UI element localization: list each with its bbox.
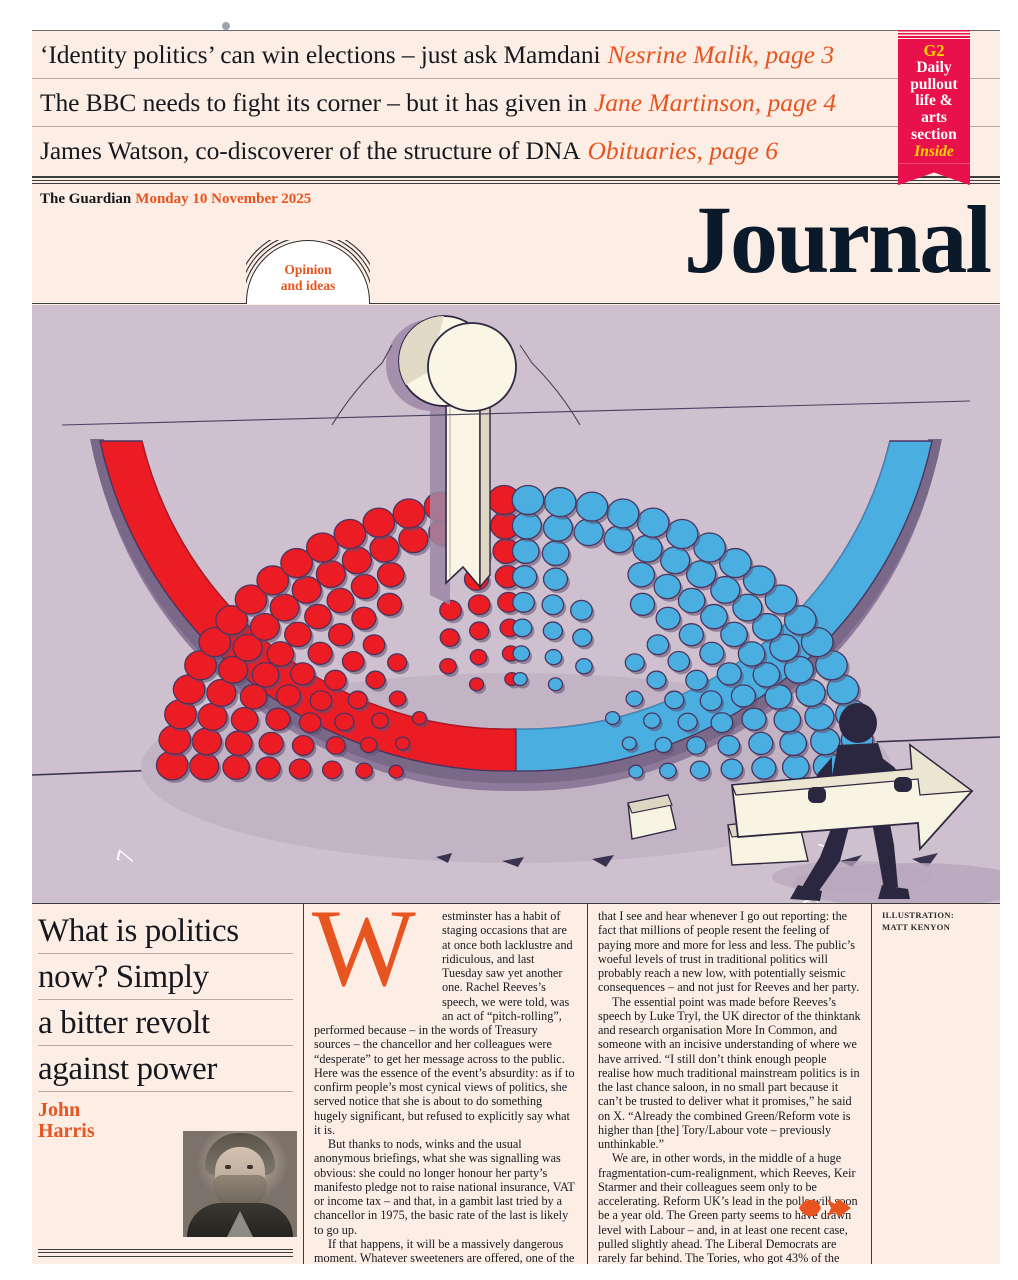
- paragraph-5: The essential point was made before Reev…: [598, 994, 861, 1152]
- promo-strip: ‘Identity politics’ can win elections – …: [32, 30, 1000, 176]
- g2-line-1: Daily: [916, 58, 952, 76]
- drop-cap: W: [312, 887, 416, 1009]
- g2-line-3: life &: [915, 92, 953, 110]
- body-text-1: W estminster has a habit of staging occa…: [312, 893, 577, 1280]
- photo-eye-right: [247, 1165, 253, 1169]
- figure-leg-front: [870, 811, 898, 889]
- opinion-badge-text: Opinion and ideas: [246, 262, 370, 293]
- g2-line-4: arts: [921, 109, 947, 127]
- opinion-badge-line1: Opinion: [284, 262, 332, 277]
- right-seats: [511, 484, 879, 783]
- illustration-credit: ILLUSTRATION: MATT KENYON: [882, 909, 990, 934]
- g2-title: G2: [923, 41, 945, 60]
- promo-row[interactable]: The BBC needs to fight its corner – but …: [32, 79, 1000, 127]
- g2-line-2: pullout: [910, 75, 958, 93]
- paragraph-6: We are, in other words, in the middle of…: [598, 1151, 858, 1279]
- continued-arrow-icon: [799, 1199, 851, 1217]
- lead-paragraph-indented: estminster has a habit of staging occasi…: [442, 909, 573, 1023]
- figure-shoe-back: [790, 885, 822, 901]
- illustration-svg: 7 6 5 4 3 2 1 0 1 2 3 4 5 6 7 0: [32, 305, 1000, 903]
- promo-row[interactable]: James Watson, co-discoverer of the struc…: [32, 127, 1000, 175]
- paragraph-4: that I see and hear whenever I go out re…: [598, 909, 860, 995]
- illustration: 7 6 5 4 3 2 1 0 1 2 3 4 5 6 7 0: [32, 305, 1000, 903]
- headline-line-1: What is politics: [38, 908, 293, 954]
- photo-eye-left: [225, 1165, 231, 1169]
- rosette: [386, 315, 517, 605]
- figure-head: [839, 703, 877, 743]
- body-column-1: W estminster has a habit of staging occa…: [304, 893, 588, 1280]
- headline-line-4: against power: [38, 1046, 293, 1092]
- byline-last-name: Harris: [38, 1120, 95, 1143]
- promo-credit: Jane Martinson, page 4: [593, 87, 837, 117]
- g2-flag-body: G2 Daily pullout life & arts section Ins…: [898, 39, 970, 164]
- masthead-dateline: The Guardian Monday 10 November 2025: [40, 191, 311, 208]
- right-margin: [1000, 0, 1018, 1280]
- body-column-2: that I see and hear whenever I go out re…: [588, 904, 872, 1279]
- publication-date: Monday 10 November 2025: [135, 191, 312, 207]
- opinion-badge: Opinion and ideas: [246, 240, 370, 304]
- left-margin: [0, 0, 32, 1280]
- masthead: The Guardian Monday 10 November 2025 Jour…: [32, 186, 1000, 304]
- walking-figure-with-arrow: [731, 703, 1000, 903]
- registration-dot: [222, 22, 230, 30]
- bottom-margin: [0, 1264, 1018, 1280]
- masthead-rules: [32, 176, 1000, 186]
- publication-name: The Guardian: [40, 191, 132, 207]
- promo-headline: The BBC needs to fight its corner – but …: [40, 87, 587, 117]
- figure-shoe-front: [878, 885, 910, 899]
- byline-first-name: John: [38, 1098, 81, 1121]
- headline-column: What is politics now? Simply a bitter re…: [32, 904, 304, 1265]
- illustration-credit-label: ILLUSTRATION:: [882, 910, 955, 920]
- byline[interactable]: John Harris: [38, 1098, 293, 1143]
- paragraph-2: But thanks to nods, winks and the usual …: [314, 1137, 575, 1237]
- g2-flag-stripes: [898, 30, 970, 39]
- g2-promo-flag[interactable]: G2 Daily pullout life & arts section Ins…: [898, 30, 970, 186]
- g2-inside-label: Inside: [914, 143, 954, 161]
- promo-credit: Obituaries, page 6: [587, 136, 778, 165]
- opinion-badge-line2: and ideas: [280, 277, 336, 293]
- body-text-2: that I see and hear whenever I go out re…: [598, 909, 861, 1280]
- headline-line-3: a bitter revolt: [38, 1000, 293, 1046]
- illustration-credit-name: MATT KENYON: [882, 922, 951, 933]
- rosette-disc: [427, 322, 517, 412]
- promo-row[interactable]: ‘Identity politics’ can win elections – …: [32, 31, 1000, 79]
- promo-headline: ‘Identity politics’ can win elections – …: [40, 39, 601, 69]
- promo-headline: James Watson, co-discoverer of the struc…: [40, 136, 581, 165]
- figure-leg-back: [802, 811, 850, 895]
- headline-line-2: now? Simply: [38, 954, 293, 1000]
- section-title: Journal: [683, 186, 992, 293]
- headline-footer-rules: [38, 1246, 293, 1257]
- author-photo: [183, 1131, 297, 1237]
- lead-paragraph-continued: performed because – in the words of Trea…: [314, 1023, 575, 1137]
- illustration-credit-column: ILLUSTRATION: MATT KENYON: [872, 904, 1000, 1265]
- article-section: What is politics now? Simply a bitter re…: [32, 893, 1000, 1280]
- g2-flag-notch: [898, 163, 970, 186]
- g2-line-5: section: [911, 125, 957, 143]
- big-arrow: [731, 743, 974, 852]
- top-margin: [0, 0, 1018, 30]
- promo-credit: Nesrine Malik, page 3: [607, 39, 835, 69]
